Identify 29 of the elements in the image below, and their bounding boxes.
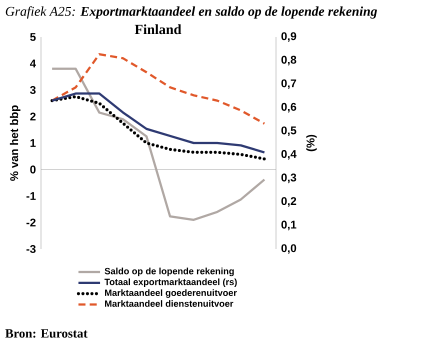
chart-subtitle: Finland	[134, 24, 182, 34]
y2-tick-label: 0,7	[281, 79, 296, 89]
y-tick-label: -3	[26, 245, 36, 253]
y-tick-label: -1	[26, 192, 36, 200]
chart-title: Grafiek A25: Exportmarktaandeel en saldo op de lopende rekening	[6, 6, 377, 19]
line-series	[50, 53, 266, 125]
y2-tick-label: 0,5	[281, 126, 296, 136]
legend-label: Saldo op de lopende rekening	[104, 268, 234, 276]
y2-tick-label: 0,0	[281, 244, 296, 254]
y2-tick-label: 0,4	[281, 150, 297, 160]
y-tick-label: 1	[30, 139, 36, 147]
y2-axis-title: (%)	[306, 134, 317, 152]
y2-tick-label: 0,6	[281, 102, 296, 112]
y2-tick-label: 0,8	[281, 56, 296, 66]
legend-label: Marktaandeel dienstenuitvoer	[105, 300, 234, 307]
y-tick-label: 4	[30, 60, 36, 68]
y-axis-title: % van het bbp	[10, 105, 20, 181]
y2-tick-label: 0,9	[281, 32, 296, 42]
y-tick-label: -2	[26, 218, 36, 226]
legend-label: Totaal exportmarktaandeel (rs)	[104, 278, 237, 287]
y2-tick-label: 0,3	[281, 174, 296, 184]
y-tick-label: 5	[30, 33, 36, 41]
y-tick-label: 3	[30, 86, 36, 94]
y-tick-label: 0	[30, 166, 36, 174]
y-tick-label: 2	[30, 112, 36, 120]
y2-tick-label: 0,2	[281, 197, 296, 207]
y2-tick-label: 0,1	[281, 220, 296, 230]
text: Bron: Eurostat	[5, 329, 88, 338]
legend-label: Marktaandeel goederenuitvoer	[105, 289, 237, 298]
